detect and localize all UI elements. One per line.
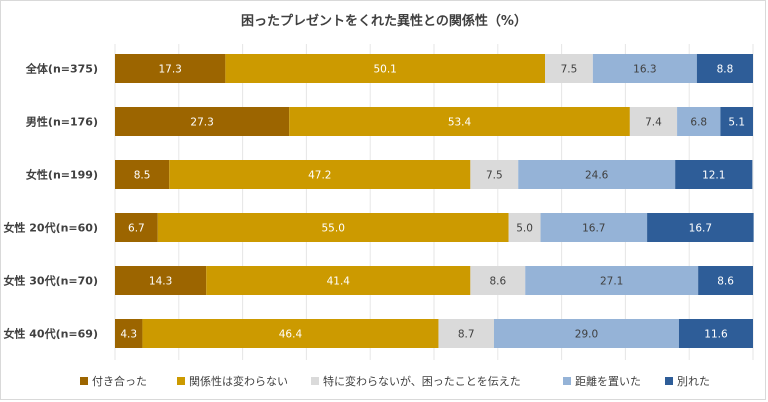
bar-segment — [438, 319, 494, 348]
legend-label: 別れた — [677, 375, 710, 388]
bar-segment — [698, 266, 753, 295]
data-label: 29.0 — [575, 329, 598, 341]
legend-swatch — [665, 377, 673, 385]
bar-segment — [518, 160, 676, 189]
bar-segment — [720, 107, 753, 136]
category-label: 全体(n=375) — [25, 62, 98, 76]
data-label: 46.4 — [279, 329, 303, 341]
data-label: 4.3 — [120, 329, 137, 341]
data-label: 16.7 — [582, 223, 605, 235]
bar-segment — [678, 319, 753, 348]
data-label: 47.2 — [308, 170, 331, 182]
legend: 付き合った 関係性は変わらない 特に変わらないが、困ったことを伝えた 距離を置いた 別れ… — [80, 374, 710, 388]
category-label: 女性 40代(n=69) — [3, 327, 98, 341]
legend-label: 関係性は変わらない — [189, 374, 288, 388]
bar-segment — [115, 160, 170, 189]
bar-segment — [169, 160, 471, 189]
gridlines — [114, 44, 754, 360]
data-label: 5.0 — [516, 223, 533, 235]
bar-segment — [592, 54, 697, 83]
bar-segment — [540, 213, 648, 242]
chart-title: 困ったプレゼントをくれた異性との関係性（%） — [241, 13, 527, 29]
bar-segment — [525, 266, 699, 295]
bar-segment — [115, 319, 143, 348]
data-label: 8.5 — [134, 170, 151, 182]
category-labels: 全体(n=375) 男性(n=176) 女性(n=199) 女性 20代(n=60) 女… — [3, 62, 98, 341]
data-label: 8.6 — [489, 276, 506, 288]
data-label: 7.5 — [561, 64, 578, 76]
data-label: 16.3 — [633, 64, 656, 76]
bar-segment — [289, 107, 630, 136]
bar-segment — [677, 107, 721, 136]
bar-segment — [647, 213, 754, 242]
data-label: 8.8 — [717, 64, 734, 76]
category-label: 女性(n=199) — [26, 168, 98, 182]
bars: 17.3 50.1 7.5 16.3 8.8 27.3 53.4 7.4 6.8 5.1 8.5 47… — [115, 54, 754, 348]
bar-segment — [157, 213, 509, 242]
legend-swatch — [80, 377, 88, 385]
bar-segment — [225, 54, 546, 83]
data-label: 14.3 — [149, 276, 172, 288]
data-label: 6.8 — [690, 117, 707, 129]
bar-segment — [115, 107, 290, 136]
bar-segment — [115, 266, 207, 295]
data-label: 11.6 — [704, 329, 728, 341]
bar-segment — [142, 319, 439, 348]
bar-segment — [206, 266, 471, 295]
bar-segment — [493, 319, 679, 348]
data-label: 24.6 — [585, 170, 609, 182]
legend-label: 距離を置いた — [575, 374, 641, 388]
legend-label: 付き合った — [92, 374, 147, 388]
bar-segment — [470, 160, 519, 189]
data-label: 53.4 — [448, 117, 472, 129]
bar-segment — [545, 54, 593, 83]
category-label: 男性(n=176) — [26, 115, 98, 129]
bar-segment — [629, 107, 678, 136]
data-label: 5.1 — [728, 117, 745, 129]
data-label: 6.7 — [128, 223, 145, 235]
category-label: 女性 20代(n=60) — [3, 221, 98, 235]
legend-swatch — [311, 377, 319, 385]
data-label: 17.3 — [158, 64, 181, 76]
data-label: 27.1 — [600, 276, 623, 288]
data-label: 50.1 — [373, 64, 396, 76]
data-label: 27.3 — [190, 117, 213, 129]
bar-segment — [470, 266, 526, 295]
bar-segment — [675, 160, 753, 189]
legend-label: 特に変わらないが、困ったことを伝えた — [323, 374, 521, 388]
data-label: 16.7 — [689, 223, 712, 235]
legend-swatch — [563, 377, 571, 385]
bar-segment — [508, 213, 541, 242]
data-label: 7.5 — [486, 170, 503, 182]
data-label: 55.0 — [322, 223, 345, 235]
bar-segment — [115, 54, 226, 83]
legend-swatch — [177, 377, 185, 385]
category-label: 女性 30代(n=70) — [3, 274, 98, 288]
data-label: 8.6 — [717, 276, 734, 288]
data-label: 8.7 — [458, 329, 475, 341]
data-label: 41.4 — [327, 276, 351, 288]
bar-segment — [696, 54, 753, 83]
bar-segment — [115, 213, 158, 242]
data-label: 12.1 — [702, 170, 725, 182]
data-label: 7.4 — [645, 117, 662, 129]
